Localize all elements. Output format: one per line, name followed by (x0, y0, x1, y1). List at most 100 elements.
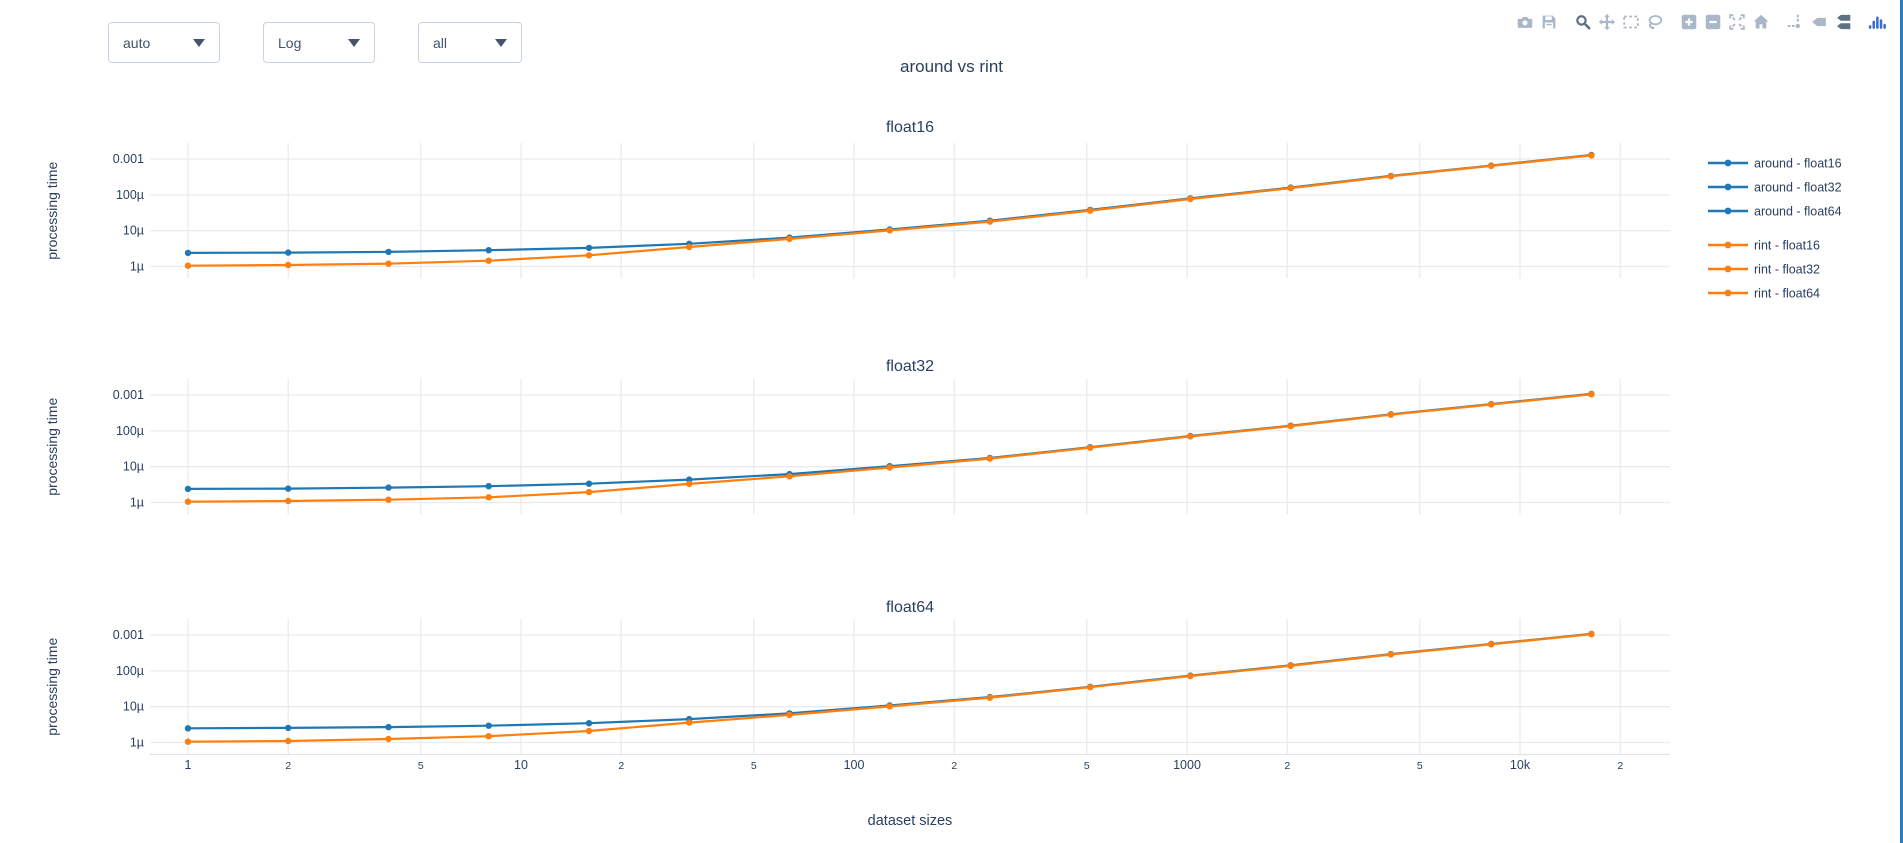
data-point-marker[interactable] (485, 722, 492, 729)
autoscale-icon[interactable] (1725, 10, 1749, 34)
data-point-marker[interactable] (385, 248, 392, 256)
data-point-marker[interactable] (1087, 684, 1094, 691)
x-tick-label: 2 (285, 760, 291, 772)
data-point-marker[interactable] (1187, 672, 1194, 680)
data-point-marker[interactable] (385, 496, 392, 503)
x-tick-label: 1 (185, 758, 192, 772)
data-point-marker[interactable] (1387, 651, 1395, 658)
x-tick-label: 5 (751, 760, 757, 772)
y-axis-title: processing time (44, 398, 60, 496)
data-point-marker[interactable] (385, 484, 392, 491)
data-point-marker[interactable] (986, 694, 994, 701)
data-point-marker[interactable] (1488, 162, 1495, 170)
data-point-marker[interactable] (886, 464, 893, 471)
data-point-marker[interactable] (786, 473, 793, 480)
data-point-marker[interactable] (686, 243, 693, 251)
data-point-marker[interactable] (686, 480, 693, 488)
data-point-marker[interactable] (184, 485, 192, 493)
zoom-icon[interactable] (1571, 10, 1595, 34)
plotly-logo-icon[interactable] (1865, 10, 1889, 34)
data-point-marker[interactable] (184, 498, 192, 505)
data-point-marker[interactable] (886, 703, 893, 710)
data-point-marker[interactable] (1187, 433, 1194, 440)
data-point-marker[interactable] (1588, 152, 1595, 159)
series-line[interactable] (187, 633, 1592, 743)
data-point-marker[interactable] (1488, 401, 1495, 408)
data-point-marker[interactable] (184, 725, 192, 732)
x-tick-label: 2 (1284, 760, 1290, 772)
camera-icon[interactable] (1513, 10, 1537, 34)
data-point-marker[interactable] (585, 252, 593, 259)
legend-label: around - float32 (1754, 181, 1842, 195)
data-point-marker[interactable] (1488, 641, 1495, 648)
data-point-marker[interactable] (1287, 422, 1294, 430)
data-point-marker[interactable] (485, 247, 492, 254)
hover-compare-icon[interactable] (1831, 10, 1855, 34)
lasso-select-icon[interactable] (1643, 10, 1667, 34)
legend-item[interactable]: rint - float32 (1708, 263, 1820, 277)
pan-icon[interactable] (1595, 10, 1619, 34)
data-point-marker[interactable] (1588, 391, 1595, 398)
data-point-marker[interactable] (585, 720, 593, 727)
series-line[interactable] (187, 393, 1592, 503)
data-point-marker[interactable] (285, 497, 292, 505)
dropdown-dtype[interactable]: all (418, 22, 522, 63)
legend-item[interactable]: rint - float16 (1708, 239, 1820, 253)
data-point-marker[interactable] (285, 724, 292, 732)
data-point-marker[interactable] (786, 711, 793, 719)
data-point-marker[interactable] (184, 262, 192, 269)
data-point-marker[interactable] (1087, 207, 1094, 214)
data-point-marker[interactable] (184, 249, 192, 257)
reset-axes-home-icon[interactable] (1749, 10, 1773, 34)
x-tick-label: 2 (1617, 760, 1623, 772)
data-point-marker[interactable] (184, 738, 192, 745)
data-point-marker[interactable] (585, 480, 593, 487)
box-select-icon[interactable] (1619, 10, 1643, 34)
legend-item[interactable]: around - float32 (1708, 181, 1842, 195)
data-point-marker[interactable] (986, 218, 994, 225)
data-point-marker[interactable] (485, 733, 492, 740)
data-point-marker[interactable] (385, 735, 392, 743)
data-point-marker[interactable] (285, 737, 292, 745)
toggle-spikelines-icon[interactable] (1783, 10, 1807, 34)
dropdown-scale[interactable]: Log (263, 22, 375, 63)
data-point-marker[interactable] (285, 249, 292, 256)
series-line[interactable] (187, 632, 1592, 730)
series-line[interactable] (187, 392, 1592, 490)
data-point-marker[interactable] (285, 261, 292, 269)
data-point-marker[interactable] (1387, 173, 1395, 180)
data-point-marker[interactable] (285, 485, 292, 492)
series-line[interactable] (187, 154, 1592, 267)
legend-item[interactable]: around - float64 (1708, 205, 1842, 219)
data-point-marker[interactable] (585, 244, 593, 252)
legend-item[interactable]: around - float16 (1708, 157, 1842, 171)
data-point-marker[interactable] (886, 227, 893, 234)
y-axis-title: processing time (44, 162, 60, 260)
data-point-marker[interactable] (1387, 411, 1395, 418)
data-point-marker[interactable] (786, 235, 793, 243)
hover-closest-icon[interactable] (1807, 10, 1831, 34)
data-point-marker[interactable] (1087, 444, 1094, 451)
save-icon[interactable] (1537, 10, 1561, 34)
data-point-marker[interactable] (686, 719, 693, 726)
data-point-marker[interactable] (1588, 631, 1595, 638)
data-point-marker[interactable] (385, 260, 392, 267)
data-point-marker[interactable] (585, 488, 593, 496)
legend-item[interactable]: rint - float64 (1708, 287, 1820, 301)
zoom-in-icon[interactable] (1677, 10, 1701, 34)
dropdown-function-pair[interactable]: auto (108, 22, 220, 63)
data-point-marker[interactable] (1187, 195, 1194, 203)
data-point-marker[interactable] (385, 723, 392, 731)
data-point-marker[interactable] (485, 257, 492, 264)
x-axis-title: dataset sizes (868, 813, 953, 829)
data-point-marker[interactable] (1287, 662, 1294, 669)
data-point-marker[interactable] (1287, 184, 1294, 192)
data-point-marker[interactable] (485, 483, 492, 490)
zoom-out-icon[interactable] (1701, 10, 1725, 34)
data-point-marker[interactable] (986, 455, 994, 462)
series-line[interactable] (187, 153, 1592, 254)
data-point-marker[interactable] (485, 494, 492, 501)
data-point-marker[interactable] (585, 727, 593, 735)
subplot-title: float32 (886, 358, 934, 375)
